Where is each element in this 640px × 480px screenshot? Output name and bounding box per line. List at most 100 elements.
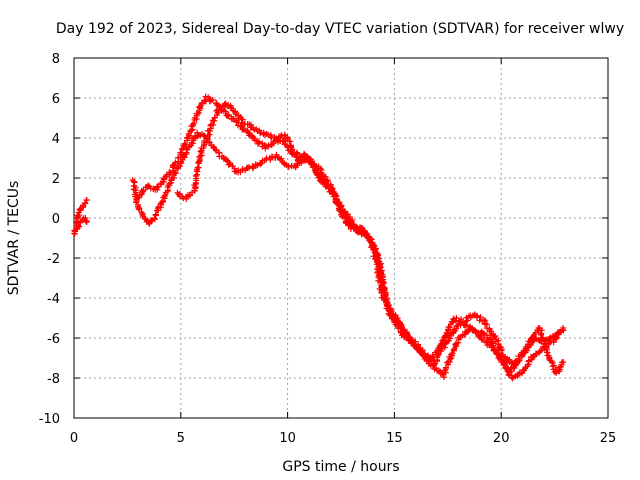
data-point <box>551 333 558 340</box>
data-point <box>206 131 213 138</box>
data-point <box>201 97 208 104</box>
data-point <box>316 177 323 184</box>
data-point <box>453 317 460 324</box>
data-point <box>145 182 152 189</box>
data-point <box>560 359 567 365</box>
y-axis-label: SDTVAR / TECUs <box>6 181 22 296</box>
data-point <box>511 373 518 380</box>
data-point <box>369 241 376 248</box>
x-tick-label: 20 <box>493 431 510 446</box>
data-point <box>448 351 455 358</box>
data-point <box>558 329 565 335</box>
data-point <box>217 103 224 110</box>
chart-title: Day 192 of 2023, Sidereal Day-to-day VTE… <box>56 21 624 37</box>
data-point <box>318 169 325 176</box>
data-point <box>239 116 246 123</box>
x-tick-label: 25 <box>600 431 617 446</box>
data-point <box>324 177 331 184</box>
data-point <box>418 348 425 355</box>
data-point <box>76 223 83 230</box>
data-point <box>76 206 83 213</box>
data-point <box>546 335 553 342</box>
data-point <box>239 126 246 133</box>
x-axis-label: GPS time / hours <box>282 459 399 475</box>
data-point <box>152 211 159 218</box>
data-point <box>211 114 218 121</box>
data-point <box>514 372 521 379</box>
data-point <box>497 356 504 363</box>
data-point <box>256 139 263 146</box>
data-point <box>505 369 512 376</box>
data-point <box>202 93 209 100</box>
data-point <box>154 205 161 212</box>
data-point <box>289 146 296 153</box>
data-point <box>181 140 188 147</box>
y-tick-label: -6 <box>47 332 60 347</box>
data-point <box>277 134 284 141</box>
data-point <box>440 337 447 344</box>
data-point <box>140 187 147 194</box>
data-point <box>161 193 168 200</box>
data-point <box>207 122 214 129</box>
data-point <box>346 213 353 220</box>
data-point <box>82 200 89 207</box>
data-point <box>178 146 185 153</box>
data-point <box>83 219 90 225</box>
data-point <box>530 332 537 339</box>
data-point <box>353 223 360 230</box>
y-tick-label: 0 <box>52 212 60 227</box>
data-point <box>431 361 438 368</box>
x-tick-label: 0 <box>70 431 78 446</box>
data-points <box>71 93 567 382</box>
data-point <box>425 356 432 363</box>
data-point <box>268 153 275 160</box>
data-point <box>481 317 488 324</box>
data-point <box>477 313 484 320</box>
data-point <box>317 170 324 177</box>
data-point <box>225 111 232 118</box>
data-point <box>172 159 179 166</box>
data-point <box>539 334 546 341</box>
data-point <box>151 215 158 222</box>
y-tick-label: 8 <box>52 52 60 67</box>
data-point <box>221 101 228 108</box>
data-point <box>441 367 448 374</box>
data-point <box>371 249 378 256</box>
data-point <box>286 138 293 145</box>
data-point <box>508 374 515 381</box>
y-axis-ticks: -10 -8 -6 -4 -2 0 2 4 6 8 <box>39 52 608 427</box>
data-point <box>285 163 292 170</box>
data-point <box>133 198 140 205</box>
data-point <box>492 333 499 340</box>
data-point <box>382 298 389 305</box>
data-point <box>560 325 567 331</box>
data-point <box>327 181 334 188</box>
data-point <box>176 163 183 170</box>
y-tick-label: -10 <box>39 412 60 427</box>
data-point <box>498 347 505 354</box>
data-point <box>380 294 387 301</box>
data-point <box>444 359 451 366</box>
data-point <box>209 96 216 103</box>
data-point <box>197 148 204 155</box>
data-point <box>158 199 165 206</box>
data-point <box>526 357 533 364</box>
data-point <box>245 129 252 136</box>
data-point <box>199 100 206 107</box>
y-tick-label: -4 <box>47 292 60 307</box>
y-tick-label: -8 <box>47 372 60 387</box>
data-point <box>310 161 317 168</box>
y-tick-label: 4 <box>52 132 60 147</box>
data-point <box>437 342 444 349</box>
data-point <box>532 350 539 357</box>
y-tick-label: -2 <box>47 252 60 267</box>
data-point <box>512 358 519 365</box>
x-tick-label: 5 <box>177 431 185 446</box>
data-point <box>446 324 453 331</box>
data-point <box>205 132 212 139</box>
data-point <box>83 197 90 203</box>
plot-frame <box>73 57 609 419</box>
data-point <box>206 138 213 145</box>
x-tick-label: 10 <box>279 431 296 446</box>
